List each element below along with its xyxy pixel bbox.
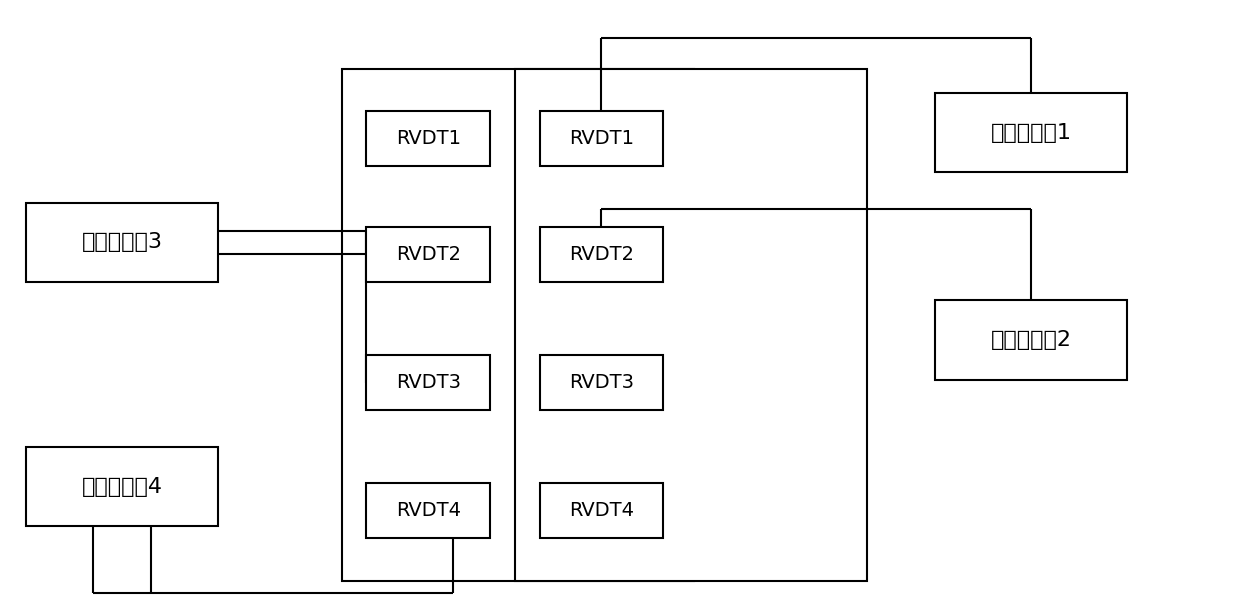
Text: 数据集中器2: 数据集中器2	[991, 330, 1071, 350]
FancyBboxPatch shape	[515, 69, 868, 581]
FancyBboxPatch shape	[366, 227, 490, 282]
Text: RVDT2: RVDT2	[396, 245, 461, 264]
Text: RVDT4: RVDT4	[396, 501, 461, 520]
FancyBboxPatch shape	[26, 447, 218, 526]
Text: RVDT2: RVDT2	[569, 245, 634, 264]
FancyBboxPatch shape	[366, 484, 490, 538]
Text: RVDT3: RVDT3	[569, 373, 634, 392]
FancyBboxPatch shape	[366, 356, 490, 410]
FancyBboxPatch shape	[342, 69, 694, 581]
Text: 数据集中器3: 数据集中器3	[82, 232, 162, 253]
FancyBboxPatch shape	[366, 111, 490, 166]
Text: RVDT1: RVDT1	[396, 129, 461, 148]
Text: RVDT3: RVDT3	[396, 373, 461, 392]
Text: 数据集中器1: 数据集中器1	[991, 123, 1071, 143]
Text: RVDT1: RVDT1	[569, 129, 634, 148]
FancyBboxPatch shape	[539, 111, 663, 166]
FancyBboxPatch shape	[935, 93, 1127, 172]
FancyBboxPatch shape	[935, 300, 1127, 379]
FancyBboxPatch shape	[539, 227, 663, 282]
FancyBboxPatch shape	[26, 203, 218, 282]
Text: 数据集中器4: 数据集中器4	[82, 476, 162, 497]
FancyBboxPatch shape	[539, 356, 663, 410]
FancyBboxPatch shape	[539, 484, 663, 538]
Text: RVDT4: RVDT4	[569, 501, 634, 520]
